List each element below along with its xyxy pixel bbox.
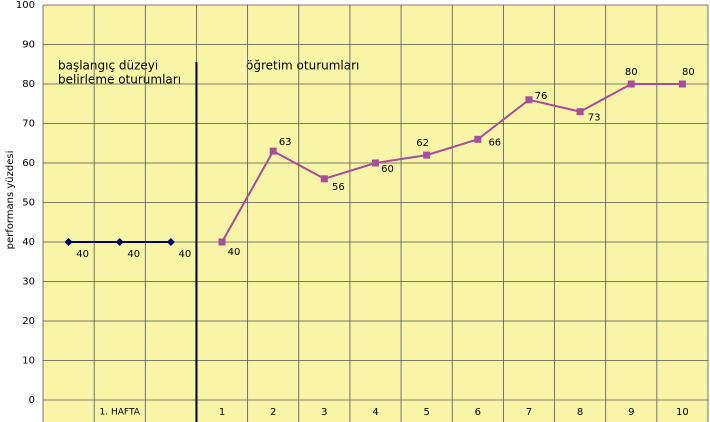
data-label: 80 xyxy=(625,67,638,78)
marker xyxy=(678,80,686,88)
marker xyxy=(320,175,328,183)
y-tick-label: 10 xyxy=(22,356,35,367)
y-tick-label: 20 xyxy=(22,316,35,327)
y-tick-label: 30 xyxy=(22,277,35,288)
y-axis-label: performans yüzdesi xyxy=(5,151,16,250)
x-tick-label: 10 xyxy=(676,407,689,418)
y-tick-label: 70 xyxy=(22,119,35,130)
data-label: 66 xyxy=(488,137,501,148)
marker xyxy=(372,159,379,167)
data-label: 40 xyxy=(127,249,140,260)
line xyxy=(221,83,683,243)
data-label: 63 xyxy=(279,137,292,148)
x-tick-label: 2 xyxy=(270,407,276,418)
marker xyxy=(627,80,635,88)
y-tick-label: 50 xyxy=(22,198,35,209)
data-label: 40 xyxy=(228,247,241,258)
y-tick-label: 90 xyxy=(22,40,35,51)
plot-background xyxy=(43,5,708,422)
data-label: 60 xyxy=(381,164,394,175)
x-tick-label: 4 xyxy=(372,407,378,418)
marker xyxy=(218,238,226,246)
annotation: başlangıç düzeyi xyxy=(58,59,158,73)
data-label: 62 xyxy=(416,138,429,149)
data-label: 40 xyxy=(179,249,192,260)
data-label: 40 xyxy=(76,249,89,260)
x-tick-label: 7 xyxy=(526,407,532,418)
y-tick-label: 40 xyxy=(22,237,35,248)
x-tick-label: 5 xyxy=(423,407,429,418)
marker xyxy=(474,135,482,143)
y-tick-label: 100 xyxy=(16,0,35,11)
marker xyxy=(423,151,431,159)
x-tick-label: 1 xyxy=(219,407,225,418)
marker xyxy=(64,238,73,246)
data-label: 76 xyxy=(535,91,548,102)
x-tick-label: 6 xyxy=(475,407,481,418)
y-tick-label: 60 xyxy=(22,158,35,169)
marker xyxy=(576,108,584,116)
group-label: 1. HAFTA xyxy=(100,408,141,418)
annotation: belirleme oturumları xyxy=(58,73,181,87)
data-label: 56 xyxy=(332,182,345,193)
marker xyxy=(525,96,533,104)
data-label: 73 xyxy=(588,113,601,124)
marker xyxy=(115,238,124,246)
x-tick-label: 8 xyxy=(577,407,583,418)
marker xyxy=(269,147,277,155)
y-tick-label: 0 xyxy=(29,395,35,406)
data-label: 80 xyxy=(682,67,695,78)
y-tick-label: 80 xyxy=(22,79,35,90)
annotation: öğretim oturumları xyxy=(246,59,359,73)
x-tick-label: 3 xyxy=(321,407,327,418)
marker xyxy=(166,238,175,246)
x-tick-label: 9 xyxy=(628,407,634,418)
